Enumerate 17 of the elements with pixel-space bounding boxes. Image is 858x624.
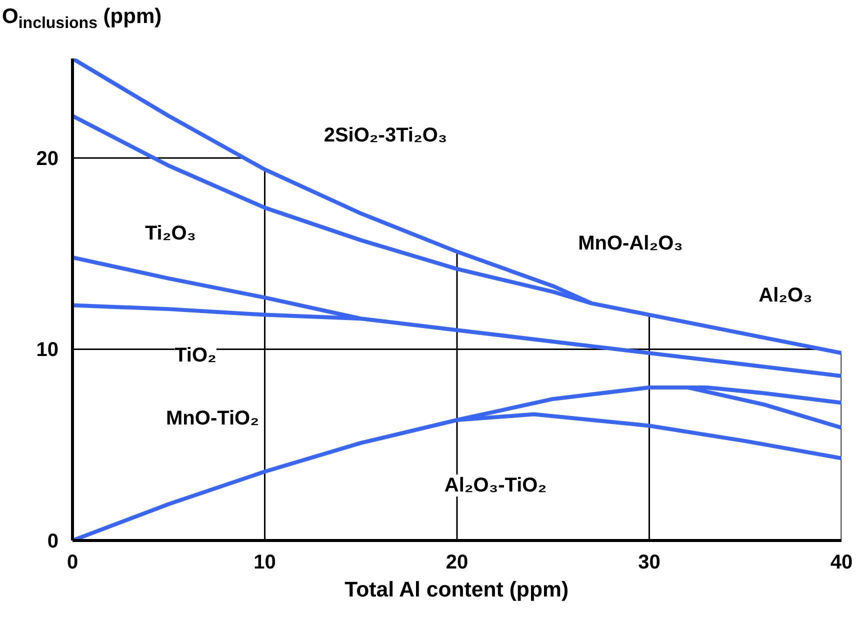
annotation: 2SiO₂-3Ti₂O₃ xyxy=(324,124,448,146)
annotation: Al₂O₃ xyxy=(758,284,812,306)
annotation: MnO-TiO₂ xyxy=(166,408,259,430)
annotation: TiO₂ xyxy=(174,344,216,366)
annotation: MnO-Al₂O₃ xyxy=(578,232,683,254)
annotation: Al₂O₃-TiO₂ xyxy=(444,474,547,496)
x-tick-label: 30 xyxy=(638,552,660,574)
x-tick-label: 0 xyxy=(66,552,78,574)
y-tick-label: 10 xyxy=(36,339,59,362)
y-tick-label: 0 xyxy=(47,530,58,552)
y-axis-title: O$_{inclusions}$ (ppm) xyxy=(2,4,162,34)
x-tick-label: 20 xyxy=(446,552,468,574)
x-tick-label: 40 xyxy=(830,552,853,574)
y-tick-label: 20 xyxy=(36,148,59,170)
annotation: Ti₂O₃ xyxy=(144,222,196,244)
x-axis-title: Total Al content (ppm) xyxy=(344,578,569,602)
x-tick-label: 10 xyxy=(254,552,276,574)
